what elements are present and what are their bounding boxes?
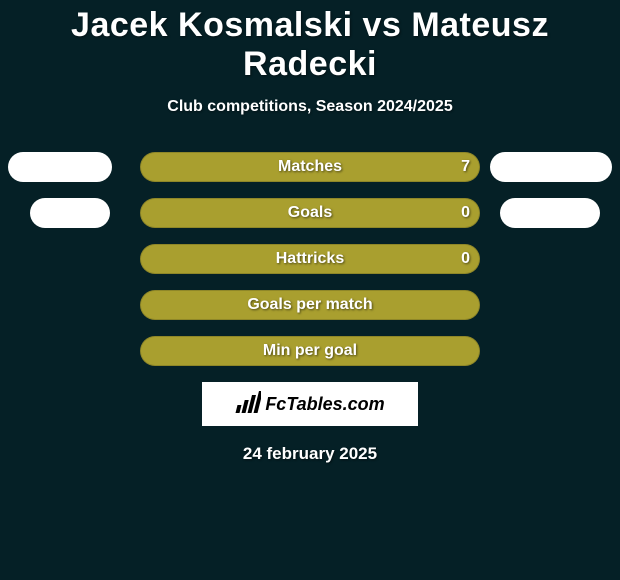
center-bar [140,336,480,366]
left-bar [30,198,110,228]
page-title: Jacek Kosmalski vs Mateusz Radecki [0,0,620,84]
stat-row: Goals per match [0,290,620,320]
date-label: 24 february 2025 [0,444,620,464]
subtitle: Club competitions, Season 2024/2025 [0,98,620,116]
left-bar [8,152,112,182]
logo-text: FcTables.com [265,394,384,415]
stat-row: Goals0 [0,198,620,228]
logo: FcTables.com [235,391,384,418]
stat-row: Hattricks0 [0,244,620,274]
comparison-chart: Matches7 Goals0 Hattricks0 Goals per match M… [0,152,620,366]
center-bar [140,198,480,228]
center-bar [140,152,480,182]
center-bar [140,290,480,320]
right-bar [500,198,600,228]
bar-chart-icon [235,391,261,418]
right-bar [490,152,612,182]
stat-row: Min per goal [0,336,620,366]
center-bar [140,244,480,274]
stat-row: Matches7 [0,152,620,182]
logo-box: FcTables.com [202,382,418,426]
